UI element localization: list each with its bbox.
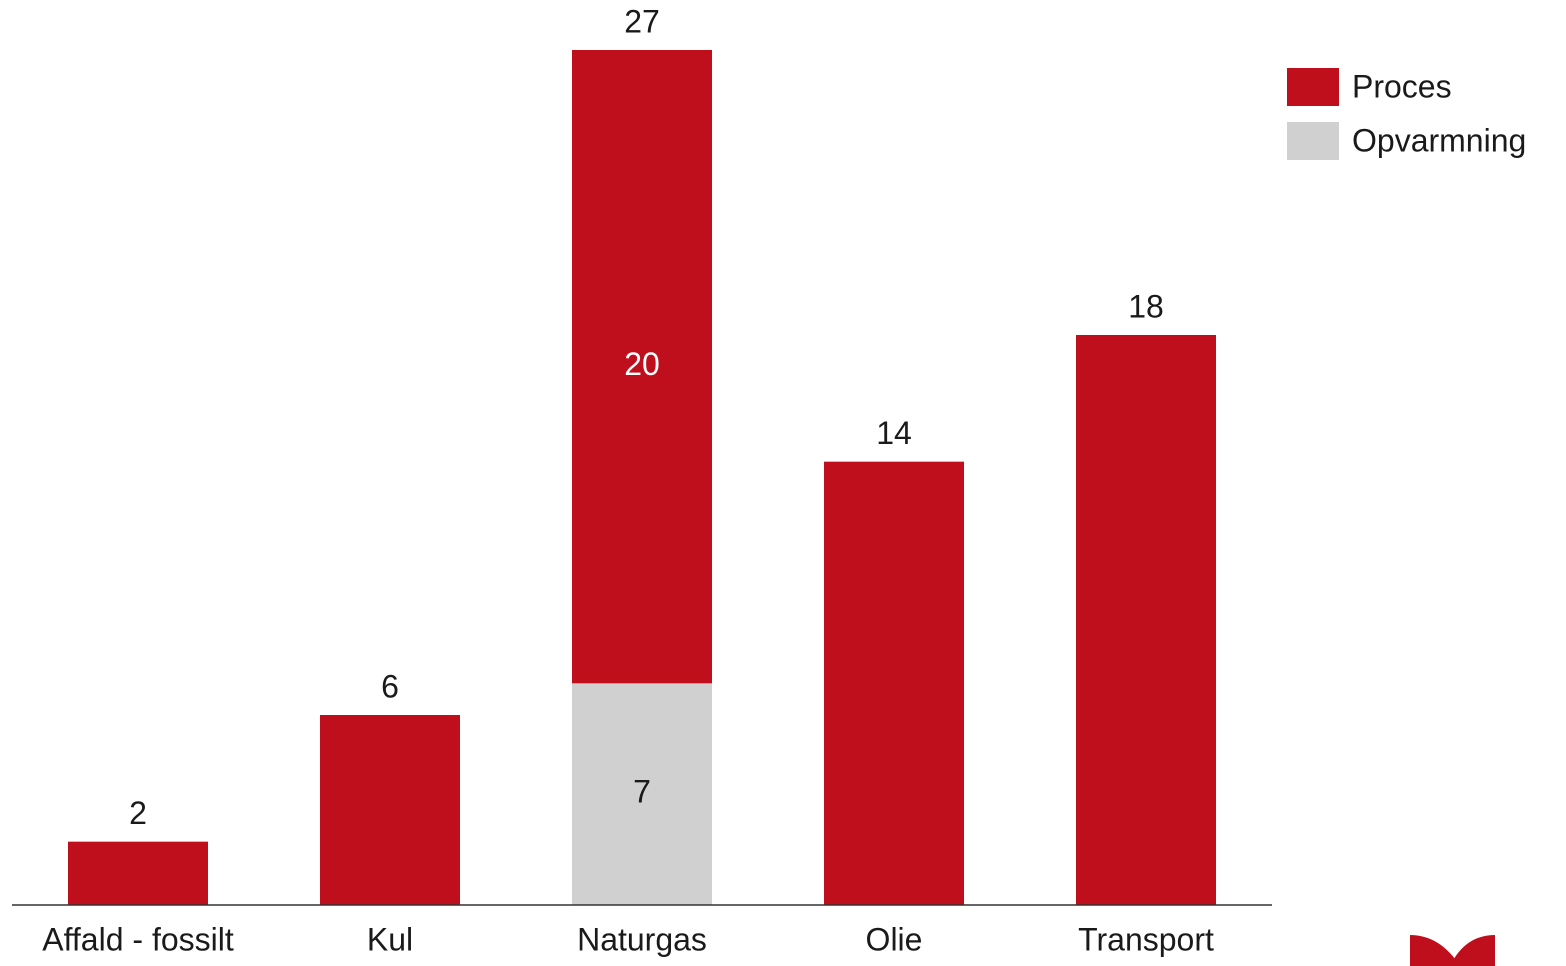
bar-segment (572, 50, 712, 684)
logo-mark (1450, 935, 1495, 966)
bar-segment (1076, 335, 1216, 905)
total-label: 2 (129, 795, 147, 831)
x-tick-label: Naturgas (577, 921, 707, 957)
legend-swatch (1287, 68, 1339, 106)
bar-segment (68, 841, 208, 905)
segment-label: 20 (624, 346, 660, 382)
legend-label: Opvarmning (1352, 122, 1526, 158)
bar-segment (824, 461, 964, 905)
x-tick-label: Kul (367, 921, 413, 957)
segment-label: 7 (633, 774, 651, 810)
legend-swatch (1287, 122, 1339, 160)
total-label: 14 (876, 415, 912, 451)
x-tick-label: Affald - fossilt (42, 921, 234, 957)
logo-mark (1410, 935, 1460, 966)
legend-label: Proces (1352, 68, 1452, 104)
x-tick-label: Olie (866, 921, 923, 957)
bar-segment (320, 715, 460, 905)
total-label: 27 (624, 3, 660, 39)
total-label: 6 (381, 668, 399, 704)
bar-segment (572, 683, 712, 905)
logo (1410, 935, 1495, 966)
total-label: 18 (1128, 288, 1164, 324)
x-tick-label: Transport (1078, 921, 1214, 957)
